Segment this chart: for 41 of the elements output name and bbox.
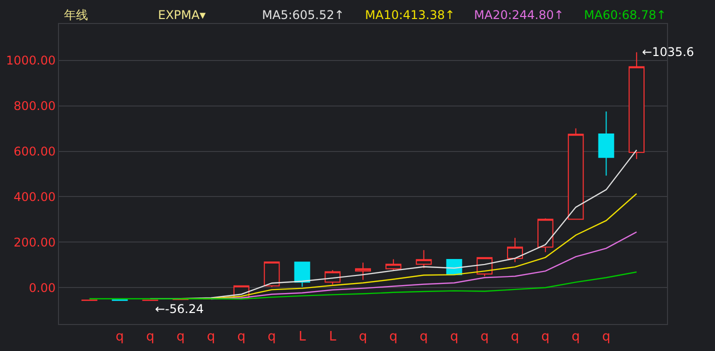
- annotation: ←1035.6: [642, 45, 694, 59]
- x-tick-label: q: [116, 330, 124, 345]
- y-tick-label: 400.00: [14, 190, 56, 204]
- text: MA20:244.80↑: [474, 8, 564, 22]
- x-tick-label: q: [206, 330, 216, 345]
- y-tick-label: 200.00: [14, 235, 56, 250]
- y-tick-label: 0.00: [28, 280, 56, 295]
- x-tick-label: q: [510, 330, 520, 345]
- candlestick: [568, 128, 584, 220]
- text: MA60:68.78↑: [584, 8, 666, 22]
- candlestick: [537, 218, 554, 253]
- text: MA5:605.52↑: [262, 8, 344, 22]
- x-tick-label: L: [328, 330, 337, 345]
- candlestick: [598, 111, 614, 176]
- y-tick-label: 600.00: [14, 144, 56, 158]
- y-tick-label: 800.00: [14, 99, 56, 114]
- x-tick-label: q: [176, 330, 185, 345]
- x-tick-label: q: [146, 330, 154, 345]
- x-tick-label: q: [358, 330, 368, 345]
- candlestick: [355, 262, 371, 280]
- x-tick-label: q: [541, 330, 550, 345]
- chart-subtitle: EXPMA▾: [158, 8, 206, 22]
- x-tick-label: q: [237, 330, 246, 345]
- x-tick-label: q: [420, 330, 428, 345]
- x-tick-label: q: [450, 330, 458, 345]
- x-tick-label: q: [480, 330, 489, 345]
- x-tick-label: q: [572, 330, 580, 345]
- candlestick: [294, 262, 310, 288]
- candlestick: [507, 237, 523, 263]
- x-tick-label: L: [298, 330, 307, 345]
- x-tick-label: q: [389, 330, 398, 345]
- chart-title: 年线: [64, 8, 88, 22]
- y-tick-label: 1000.00: [6, 54, 56, 68]
- candlestick: [264, 261, 280, 288]
- x-tick-label: q: [268, 330, 276, 345]
- annotation: ←-56.24: [155, 302, 204, 316]
- text: MA10:413.38↑: [365, 8, 455, 22]
- x-tick-label: q: [602, 330, 610, 345]
- candlestick: [385, 258, 402, 272]
- candlestick: [416, 250, 432, 269]
- line-series: [88, 271, 638, 300]
